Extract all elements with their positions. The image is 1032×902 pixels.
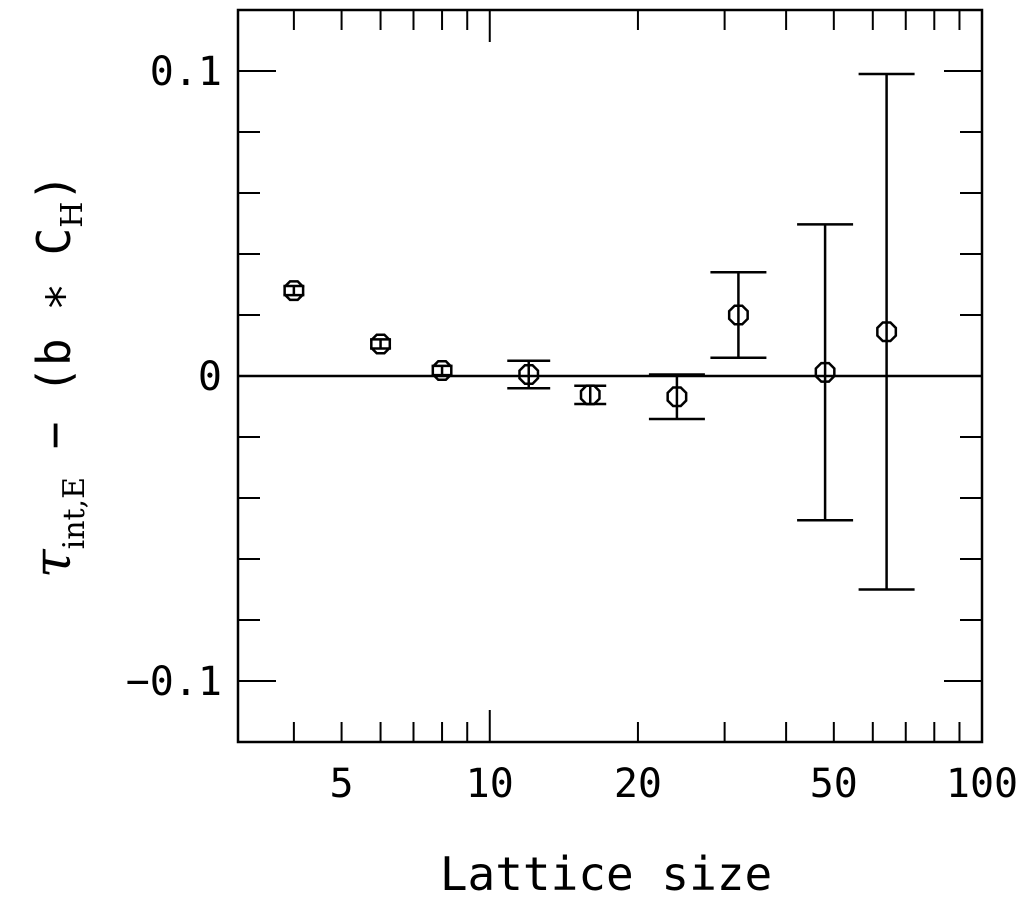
point-marker xyxy=(727,304,749,326)
point-marker xyxy=(876,321,898,343)
data-point xyxy=(431,360,453,381)
point-marker xyxy=(431,360,453,381)
data-point xyxy=(710,271,767,359)
point-marker xyxy=(518,363,540,385)
y-tick-labels: 0.1 0 −0.1 xyxy=(126,49,222,705)
data-points-layer xyxy=(283,72,915,591)
y-axis-title-rest: − (b ∗ C xyxy=(27,228,81,477)
x-tick-label: 5 xyxy=(330,761,354,807)
y-axis-title-rest-subscript: H xyxy=(55,202,90,228)
y-axis-title-subscript: int,E xyxy=(57,477,92,549)
point-marker xyxy=(814,361,836,383)
point-marker xyxy=(283,280,305,302)
data-point xyxy=(283,280,305,302)
data-point xyxy=(370,333,392,355)
x-tick-label: 10 xyxy=(466,761,514,807)
data-point xyxy=(574,384,607,406)
data-point xyxy=(648,373,705,421)
point-marker xyxy=(666,386,688,408)
y-tick-label: 0.1 xyxy=(150,49,222,95)
x-axis-title: Lattice size xyxy=(440,847,772,901)
y-axis-title-symbol: τ xyxy=(23,548,83,578)
data-point xyxy=(858,72,915,591)
plot-frame xyxy=(236,8,984,744)
data-point xyxy=(507,359,551,390)
x-tick-label: 20 xyxy=(614,761,662,807)
y-axis-title-rest-suffix: ) xyxy=(27,174,81,202)
x-tick-label: 50 xyxy=(810,761,858,807)
y-tick-label: 0 xyxy=(198,354,222,400)
x-tick-label: 100 xyxy=(946,761,1018,807)
y-axis-title: τint,E − (b ∗ CH) xyxy=(23,174,92,578)
data-point xyxy=(797,223,854,522)
x-tick-labels: 5 10 20 50 100 xyxy=(330,761,1019,807)
point-marker xyxy=(579,384,601,406)
point-marker xyxy=(370,333,392,355)
y-tick-label: −0.1 xyxy=(126,659,222,705)
